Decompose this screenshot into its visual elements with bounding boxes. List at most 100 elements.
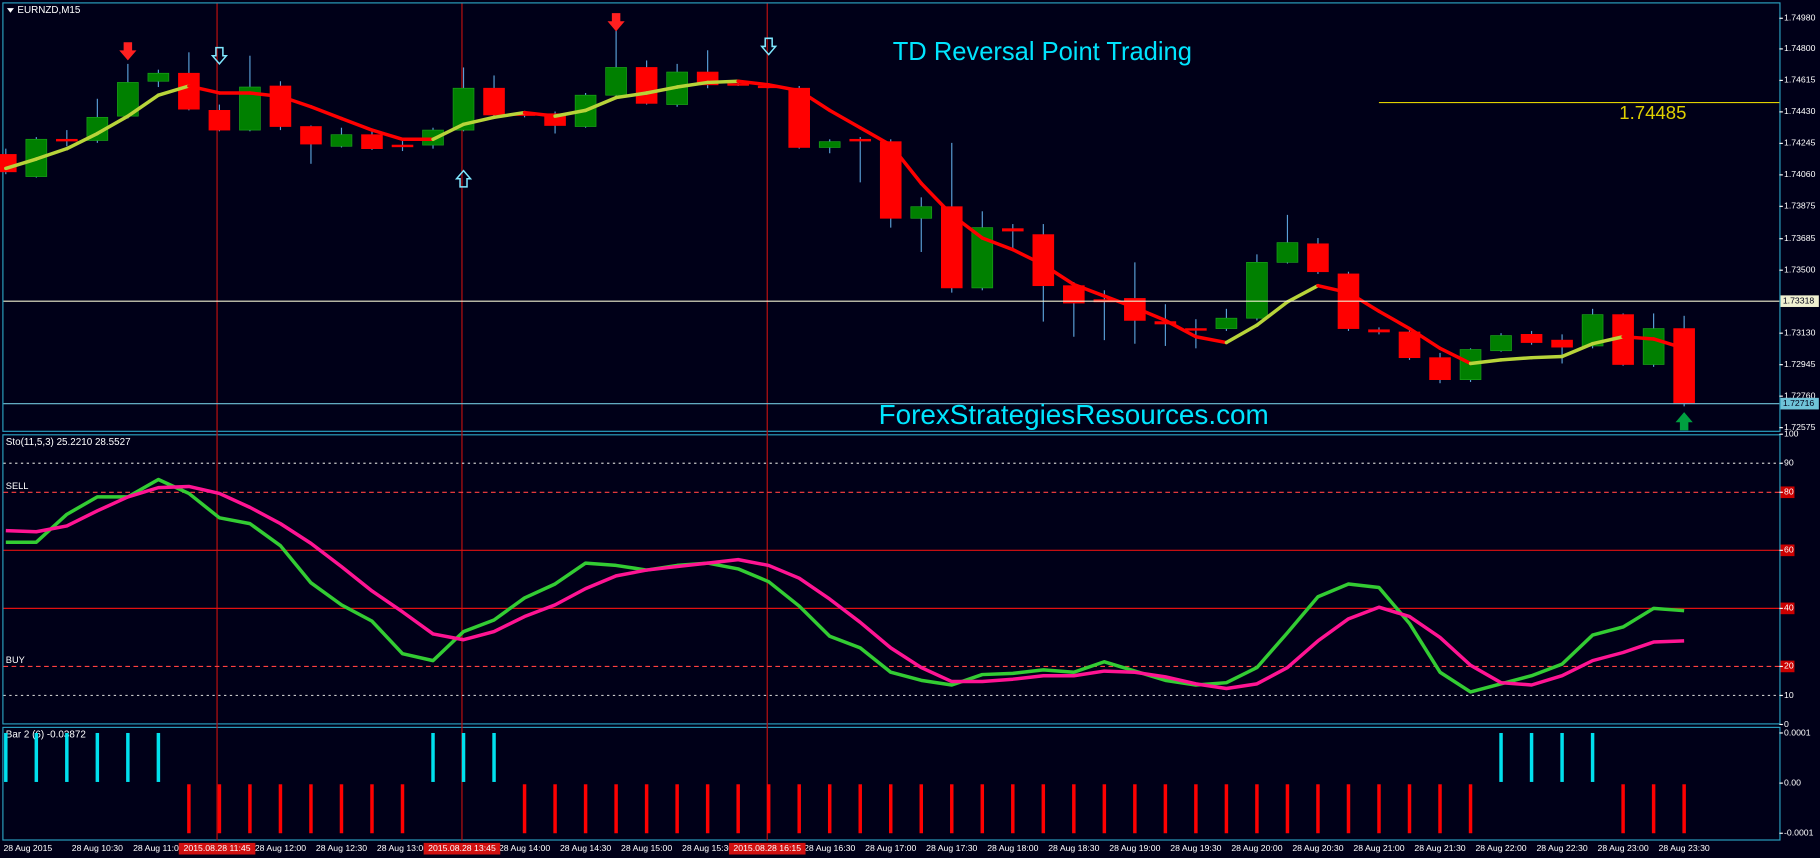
y-tick-label: 1.74800 [1784,43,1816,53]
candle-body [1307,243,1329,273]
symbol-label: EURNZD,M15 [17,5,81,16]
candle-body [1398,331,1421,359]
candle-body [483,87,505,116]
candle-body [1276,242,1299,263]
x-tick-label: 28 Aug 11:00 [133,843,184,853]
moving-average [1377,309,1412,331]
time-marker-box [728,842,806,855]
x-tick-label: 28 Aug 19:30 [1170,843,1221,853]
tick-box [1780,602,1795,615]
candle-body [910,206,933,219]
stochastic-title: Sto(11,5,3) 25.2210 28.5527 [6,437,131,448]
moving-average [1041,263,1076,287]
y-tick-label: 1.73875 [1784,201,1816,211]
price-label-box [1780,295,1819,307]
x-tick-label: 28 Aug 12:30 [316,843,367,853]
moving-average [736,79,771,87]
moving-average [370,128,405,142]
candle-body [849,138,872,142]
y-tick-label: 1.73685 [1784,233,1816,243]
y-tick-label: 20 [1784,661,1794,671]
candle-body [208,110,231,131]
moving-average [522,110,557,118]
y-tick-label: 0.0001 [1784,727,1811,737]
moving-average [95,114,130,136]
candle-body [727,83,749,86]
candle-body [300,126,322,145]
y-tick-label: 1.72760 [1784,390,1816,400]
moving-average [309,105,344,121]
x-tick-label: 28 Aug 15:30 [682,843,733,853]
price-label: 1.73318 [1783,295,1815,305]
signal-arrow [454,169,473,188]
moving-average [1438,346,1473,366]
y-tick-label: 1.73500 [1784,264,1816,274]
moving-average [1407,326,1442,351]
candle-body [635,67,658,104]
stochastic-pane-border [2,434,1781,725]
moving-average [827,108,862,130]
candle-body [452,87,475,131]
candle-body [56,138,78,142]
signal-arrow [760,37,778,56]
time-marker-label: 2015.08.28 11:45 [184,843,251,853]
signal-arrow [119,42,137,61]
watermark: ForexStrategiesResources.com [879,399,1269,430]
candle-body [544,113,566,126]
menu-triangle[interactable] [6,8,14,13]
signal-arrow [210,46,229,66]
candle-body [1673,328,1695,404]
x-tick-label: 28 Aug 18:30 [1048,843,1099,853]
time-marker-box [423,842,501,855]
y-tick-label: 1.72945 [1784,359,1816,369]
signal-arrow [1675,412,1693,431]
moving-average [766,83,801,93]
price-label: 1.72716 [1783,398,1815,408]
x-tick-label: 28 Aug 10:30 [72,843,123,853]
y-tick-label: 1.74060 [1784,169,1816,179]
x-tick-label: 28 Aug 15:00 [621,843,672,853]
moving-average [553,108,588,118]
candle-body [1581,314,1604,347]
candle-body [879,141,902,219]
moving-average [1590,335,1625,346]
moving-average [1529,354,1564,360]
candle-body [1429,357,1451,380]
x-tick-label: 28 Aug 22:30 [1536,843,1587,853]
moving-average [65,131,100,151]
x-tick-label: 28 Aug 12:00 [255,843,306,853]
candle-body [818,141,841,148]
price-label-box [1780,397,1819,410]
candle-body [269,85,292,127]
moving-average [1560,341,1595,359]
candle-body [1215,317,1238,329]
moving-average [614,91,649,100]
y-tick-label: 1.72575 [1784,422,1816,432]
candle-body [330,134,353,147]
moving-average [1255,300,1290,327]
y-tick-label: 1.73130 [1784,327,1816,337]
chart-title: TD Reversal Point Trading [893,38,1192,66]
candle-body [1185,328,1207,331]
moving-average [980,236,1015,252]
x-tick-label: 28 Aug 18:00 [987,843,1038,853]
moving-average [1621,335,1656,341]
moving-average [4,157,39,171]
time-marker-label: 2015.08.28 13:45 [428,843,496,853]
candle-body [178,72,200,110]
moving-average [431,122,466,142]
moving-average [156,84,191,97]
y-tick-label: 0.00 [1784,777,1801,787]
y-tick-label: 1.74430 [1784,106,1816,116]
candle-body [1551,339,1573,348]
moving-average [919,181,954,217]
x-tick-label: 28 Aug 23:00 [1598,843,1649,853]
moving-average [492,110,527,120]
moving-average [1011,247,1046,267]
tick-box [1780,660,1795,673]
moving-average [858,125,893,147]
x-tick-label: 28 Aug 14:30 [560,843,611,853]
moving-average [797,88,832,113]
candle-body [361,134,383,150]
candle-body [1246,262,1268,319]
